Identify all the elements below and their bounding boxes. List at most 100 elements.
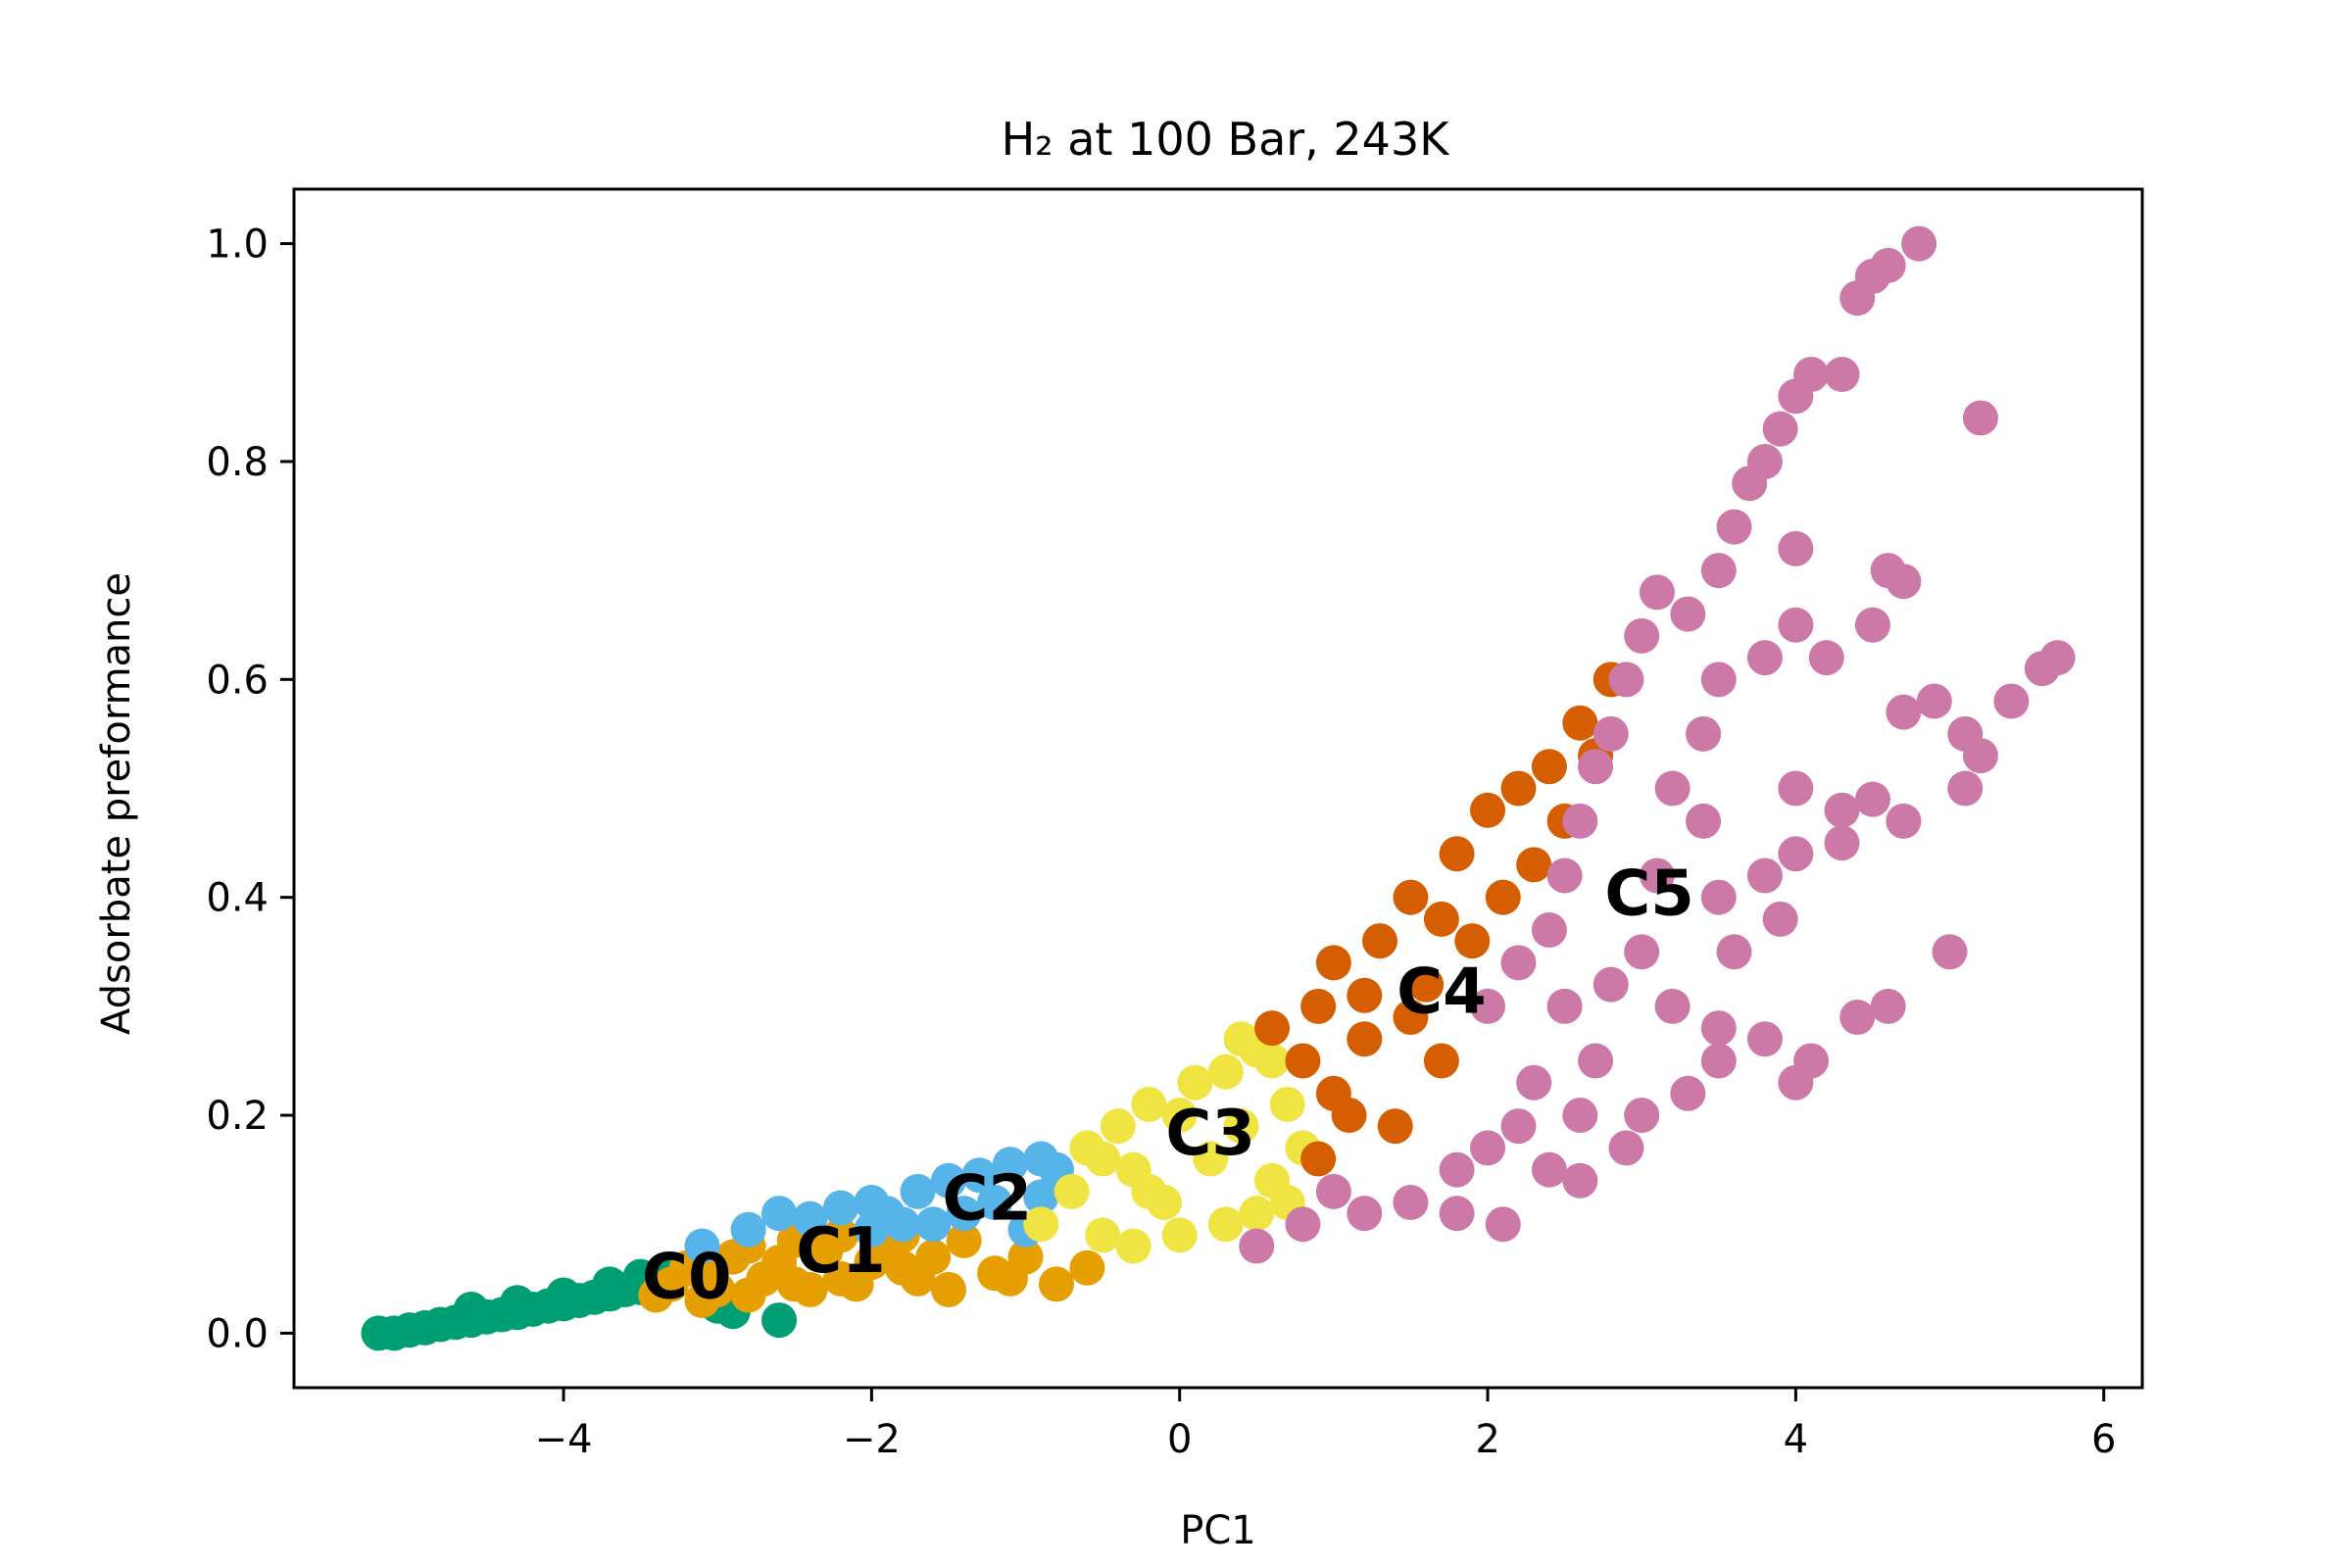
- plot-frame: [292, 187, 2144, 1390]
- point-c2: [915, 1206, 952, 1243]
- point-c5: [1608, 1130, 1644, 1166]
- point-c5: [1716, 934, 1752, 970]
- point-c1: [822, 1217, 858, 1253]
- point-c5: [1932, 934, 1968, 970]
- x-tick-label: 0: [1167, 1417, 1192, 1462]
- point-c3: [1131, 1173, 1167, 1209]
- point-c4: [1500, 770, 1537, 807]
- point-c4: [1423, 1043, 1459, 1079]
- point-c4: [1562, 705, 1598, 741]
- point-c4: [1531, 749, 1567, 785]
- point-c0: [499, 1285, 535, 1321]
- point-c1: [930, 1271, 966, 1307]
- x-tick-label: 6: [2091, 1417, 2116, 1462]
- point-c5: [1993, 683, 2030, 719]
- point-c4: [1516, 847, 1552, 883]
- y-tick-label: 0.6: [206, 658, 269, 703]
- point-c5: [1562, 1162, 1598, 1199]
- point-c5: [1793, 357, 1830, 393]
- point-c5: [1778, 1064, 1814, 1101]
- y-tick-label: 0.2: [206, 1094, 269, 1139]
- point-c5: [1500, 1108, 1537, 1145]
- point-c1: [776, 1266, 812, 1302]
- point-c3: [1193, 1141, 1229, 1177]
- point-c5: [1470, 988, 1506, 1024]
- series-c0: [361, 1255, 798, 1351]
- point-c4: [1485, 879, 1521, 915]
- point-c5: [1686, 803, 1722, 839]
- point-c4: [1439, 836, 1475, 872]
- point-c5: [1778, 607, 1814, 643]
- point-c5: [1700, 879, 1737, 915]
- point-c1: [915, 1239, 952, 1275]
- point-c3: [1161, 1098, 1198, 1134]
- point-c5: [1562, 1098, 1598, 1134]
- x-axis: −4 −2 0 2 4 6: [535, 1388, 2116, 1462]
- point-c4: [1393, 879, 1429, 915]
- point-c2: [1023, 1179, 1059, 1215]
- y-axis-label: Adsorbate preformance: [94, 572, 139, 1035]
- point-c5: [1239, 1228, 1275, 1264]
- point-c3: [1223, 1108, 1259, 1145]
- point-c5: [1746, 443, 1783, 479]
- point-c2: [992, 1147, 1028, 1183]
- point-c5: [1762, 411, 1798, 447]
- point-c1: [884, 1250, 920, 1286]
- point-c4: [1454, 923, 1491, 959]
- point-c3: [1239, 1196, 1275, 1232]
- point-c5: [1716, 509, 1752, 545]
- point-c5: [1578, 749, 1614, 785]
- point-c5: [1670, 1075, 1706, 1111]
- point-c5: [1778, 530, 1814, 566]
- point-c2: [730, 1211, 766, 1248]
- point-c5: [1624, 1098, 1660, 1134]
- point-c5: [1592, 966, 1629, 1003]
- point-c5: [1624, 617, 1660, 654]
- point-c5: [1870, 988, 1906, 1024]
- point-c0: [761, 1302, 798, 1339]
- point-c5: [1592, 715, 1629, 752]
- series-c2: [684, 1141, 1074, 1264]
- point-c5: [1608, 662, 1644, 698]
- point-c5: [1531, 912, 1567, 949]
- point-c3: [1207, 1054, 1244, 1090]
- point-c5: [1686, 715, 1722, 752]
- point-c5: [1854, 781, 1890, 817]
- point-c5: [1901, 225, 1937, 262]
- points-layer: [361, 225, 2076, 1351]
- point-c3: [1269, 1086, 1305, 1122]
- point-c5: [1854, 607, 1890, 643]
- point-c1: [822, 1260, 858, 1297]
- y-tick-label: 0.4: [206, 876, 269, 921]
- point-c5: [1700, 1010, 1737, 1047]
- point-c4: [1362, 923, 1398, 959]
- point-c4: [1254, 1010, 1291, 1047]
- point-c5: [1886, 564, 1922, 600]
- point-c5: [1654, 770, 1690, 807]
- point-c5: [1439, 1152, 1475, 1188]
- point-c5: [1839, 999, 1876, 1035]
- point-c2: [792, 1200, 828, 1237]
- point-c2: [761, 1196, 798, 1232]
- cluster-label-c1: C1: [796, 1215, 886, 1288]
- point-c4: [1347, 1021, 1383, 1057]
- point-c2: [930, 1162, 966, 1199]
- point-c5: [1546, 988, 1583, 1024]
- point-c5: [1746, 1021, 1783, 1057]
- point-c1: [1038, 1266, 1074, 1302]
- series-c5: [1239, 225, 2076, 1264]
- point-c5: [1762, 901, 1798, 937]
- point-c3: [1100, 1108, 1136, 1145]
- point-c5: [1947, 770, 1984, 807]
- point-c2: [684, 1228, 720, 1264]
- point-c5: [1578, 1043, 1614, 1079]
- point-c5: [1531, 1152, 1567, 1188]
- point-c4: [1285, 1043, 1321, 1079]
- y-tick-label: 0.0: [206, 1311, 269, 1356]
- point-c3: [1023, 1206, 1059, 1243]
- x-tick-label: −4: [535, 1417, 593, 1462]
- point-c3: [1131, 1086, 1167, 1122]
- cluster-label-c5: C5: [1604, 858, 1694, 930]
- point-c3: [1207, 1206, 1244, 1243]
